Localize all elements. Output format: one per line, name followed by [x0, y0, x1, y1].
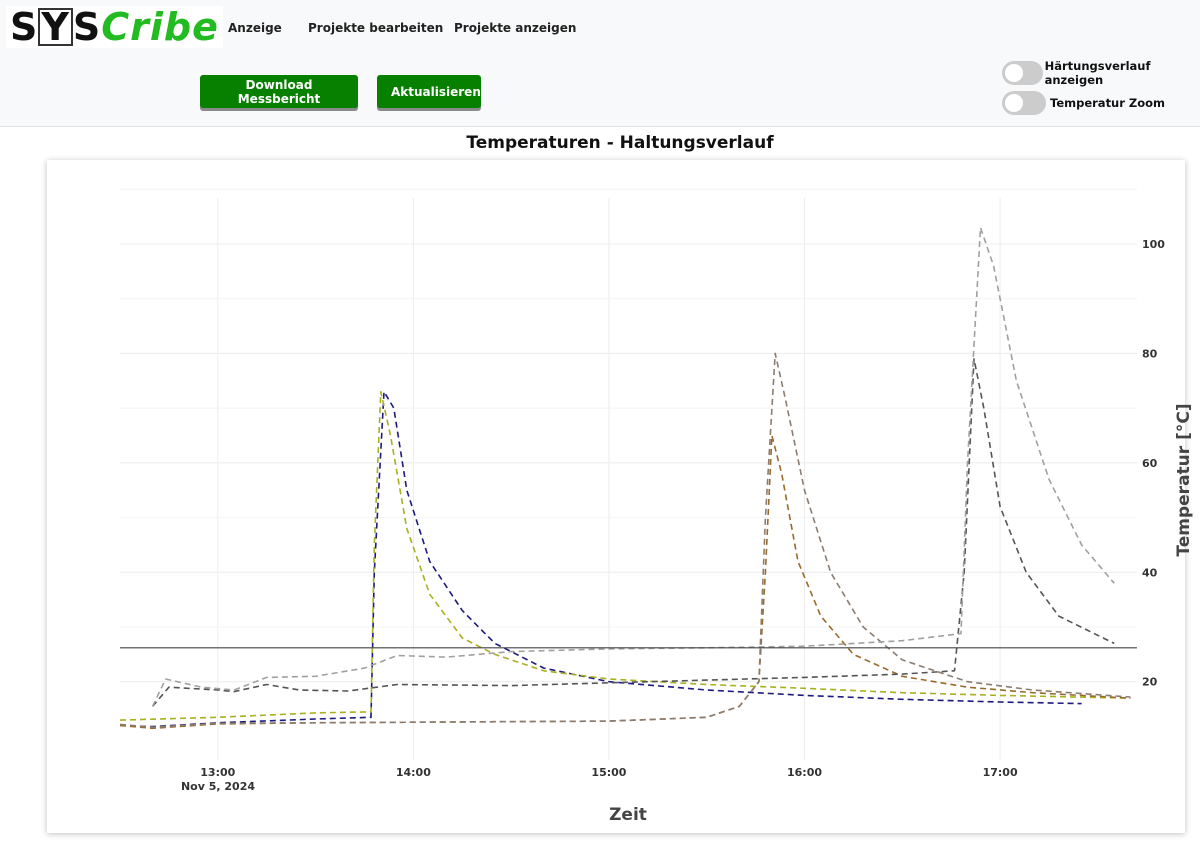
- toggle-temperature-zoom[interactable]: Temperatur Zoom: [1002, 91, 1165, 115]
- y-tick-label: 100: [1142, 238, 1165, 251]
- y-tick-label: 60: [1142, 457, 1158, 470]
- y-tick-label: 20: [1142, 676, 1158, 689]
- series-line-5: [151, 358, 1115, 707]
- toggle-hardening[interactable]: Härtungsverlauf anzeigen: [1002, 59, 1200, 87]
- x-date-label: Nov 5, 2024: [181, 780, 255, 793]
- y-axis-title: Temperatur [°C]: [1174, 403, 1194, 556]
- x-tick-label: 16:00: [787, 766, 822, 779]
- series-line-1: [119, 390, 1082, 728]
- chart-title: Temperaturen - Haltungsverlauf: [466, 133, 774, 153]
- logo: S Y S Cribe: [6, 5, 223, 49]
- refresh-button[interactable]: Aktualisieren: [377, 75, 481, 108]
- toggle-switch[interactable]: [1002, 61, 1043, 85]
- nav-anzeige[interactable]: Anzeige: [228, 21, 282, 35]
- toggle-switch[interactable]: [1002, 91, 1046, 115]
- toggle-label: Härtungsverlauf anzeigen: [1044, 59, 1151, 87]
- x-tick-label: 15:00: [591, 766, 626, 779]
- top-bar: S Y S Cribe Anzeige Projekte bearbeiten Pro…: [0, 0, 1200, 127]
- y-tick-label: 40: [1142, 566, 1158, 579]
- x-tick-label: 14:00: [396, 766, 431, 779]
- x-axis-title: Zeit: [609, 805, 647, 825]
- series-line-2: [119, 390, 1131, 721]
- download-report-button[interactable]: Download Messbericht: [200, 75, 358, 108]
- nav-projekte-bearbeiten[interactable]: Projekte bearbeiten: [308, 21, 444, 35]
- toggle-label: Temperatur Zoom: [1050, 96, 1166, 110]
- y-tick-label: 80: [1142, 347, 1158, 360]
- x-tick-label: 13:00: [200, 766, 235, 779]
- series-line-3: [119, 434, 1131, 730]
- chart-card: [47, 160, 1185, 833]
- nav-projekte-anzeigen[interactable]: Projekte anzeigen: [454, 21, 577, 35]
- series-line-4: [119, 352, 1131, 728]
- x-tick-label: 17:00: [983, 766, 1018, 779]
- series-line-6: [151, 226, 1115, 707]
